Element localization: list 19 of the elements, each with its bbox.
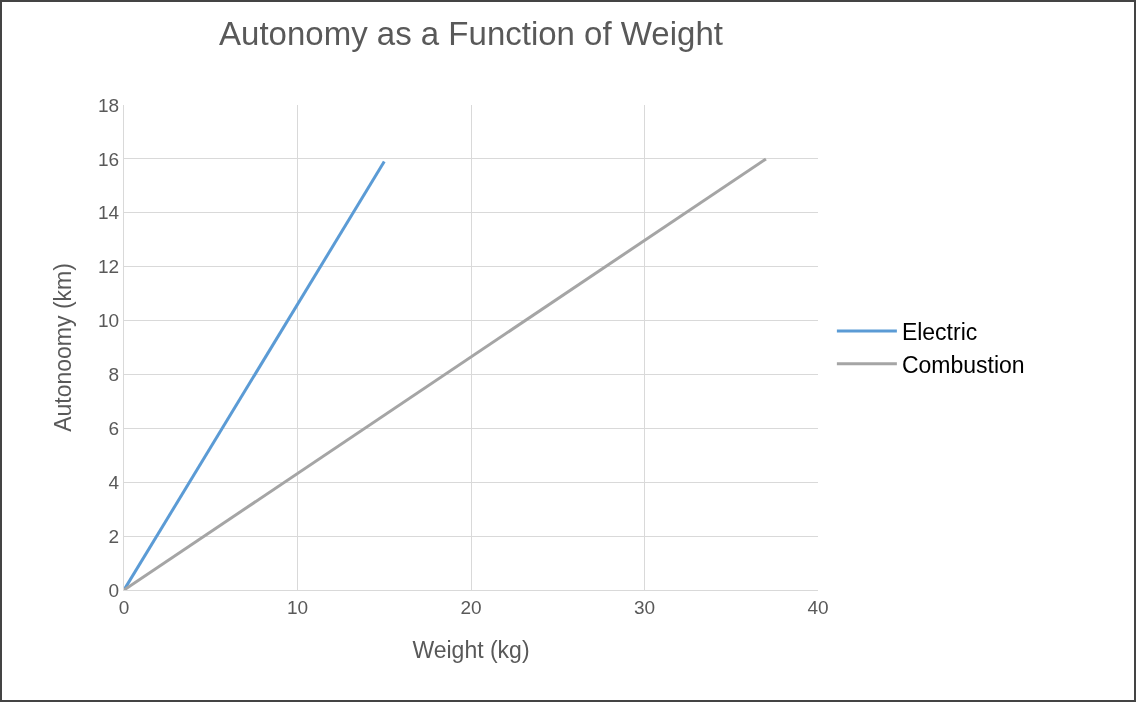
x-tick-label: 40 [807,596,829,618]
y-tick-label: 6 [108,417,120,439]
y-tick-label: 16 [98,148,120,170]
legend-label: Electric [901,318,978,345]
x-axis-title: Weight (kg) [412,637,530,664]
y-tick-label: 4 [108,471,120,493]
legend-label: Combustion [901,351,1025,378]
x-tick-label: 20 [460,596,482,618]
y-tick-label: 18 [98,94,120,116]
x-tick-label: 10 [286,596,309,618]
y-axis-title: Autonoomy (km) [49,263,76,432]
y-tick-label: 14 [98,202,120,224]
y-tick-label: 10 [98,310,120,332]
x-tick-label: 30 [633,596,656,618]
chart-title: Autonomy as a Function of Weight [219,14,723,52]
y-tick-label: 12 [98,256,120,278]
y-tick-label: 2 [108,525,120,547]
y-tick-label: 8 [108,364,120,386]
y-tick-label: 0 [108,579,120,601]
